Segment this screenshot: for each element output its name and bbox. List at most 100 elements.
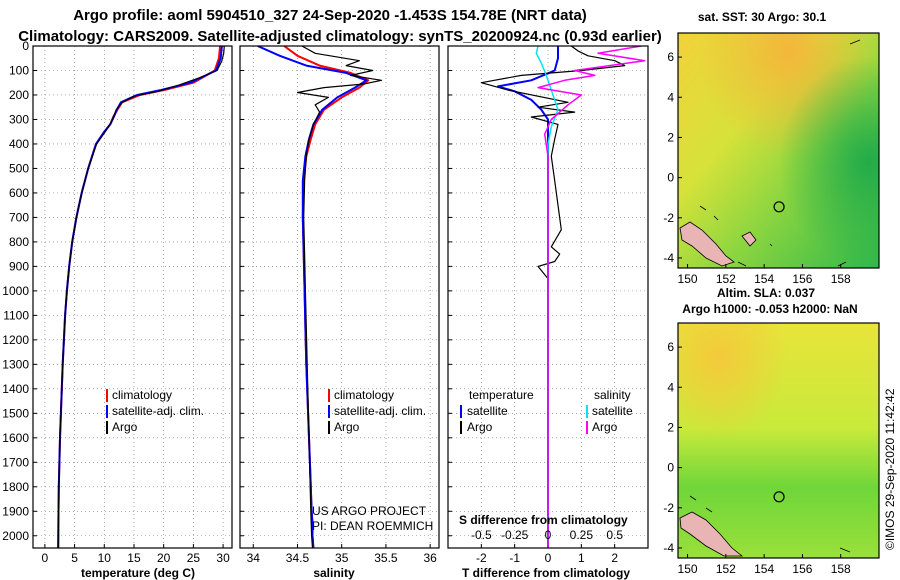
legend-label-argo: Argo [112,420,138,434]
pressure-tick-label: 900 [9,259,29,273]
pressure-tick-label: 400 [9,137,29,151]
sla-map-lat-ticks: 6 4 2 0 -2 -4 [663,340,682,555]
sst-island [741,231,757,247]
legend-header-temperature: temperature [469,388,534,402]
pressure-tick-label: 100 [9,63,29,77]
salinity-x-tick-label: 35.5 [374,551,398,565]
map-lon-tick-label: 156 [792,272,812,286]
salinity-legend: climatology satellite-adj. clim. Argo [328,388,426,434]
temperature-frame [32,45,233,549]
temperature-x-tick-label: 10 [98,551,112,565]
sst-map: sat. SST: 30 Argo: 30.1 150 152 154 156 158 … [663,10,880,286]
temperature-x-tick-label: 20 [157,551,171,565]
difference-x-tick-label: -2 [476,551,487,565]
map-lat-tick-label: 2 [667,130,674,144]
sst-map-title: sat. SST: 30 Argo: 30.1 [698,10,827,24]
argo-position-marker [773,201,785,213]
imos-timestamp: ©IMOS 29-Sep-2020 11:42:42 [883,388,897,550]
map-lon-tick-label: 154 [754,272,774,286]
temperature-x-tick-label: 25 [187,551,201,565]
difference-series-s-argo [537,46,646,548]
legend-label-t-argo: Argo [467,420,493,434]
s-difference-label: S difference from climatology [459,513,628,527]
temperature-x-tick-label: 5 [71,551,78,565]
legend-label-climatology: climatology [112,388,172,402]
figure-title-line2: Climatology: CARS2009. Satellite-adjuste… [18,28,662,45]
sla-map-title1: Altim. SLA: 0.037 [717,286,815,300]
legend-header-salinity: salinity [594,388,631,402]
pressure-tick-label: 800 [9,235,29,249]
difference-s-tick-label: -0.5 [471,528,492,542]
pressure-tick-label: 1800 [2,480,29,494]
salinity-x-tick-label: 34 [247,551,261,565]
temperature-xticks: 0 5 10 15 20 25 30 [42,551,231,565]
temperature-x-tick-label: 15 [127,551,141,565]
pressure-tick-label: 1900 [2,504,29,518]
difference-series [480,46,646,548]
map-lon-tick-label: 152 [716,562,736,576]
pressure-tick-label: 1100 [3,308,29,322]
temperature-series-climatology [57,46,222,548]
salinity-x-tick-label: 35 [335,551,349,565]
difference-x-tick-label: 1 [578,551,585,565]
salinity-difference-xticks: -0.5 -0.25 0 0.25 0.5 [471,528,623,542]
sla-map-title2: Argo h1000: -0.053 h2000: NaN [682,302,857,316]
map-lat-tick-label: 4 [667,380,674,394]
map-lat-tick-label: 6 [667,340,674,354]
figure-title-line1: Argo profile: aoml 5904510_327 24-Sep-20… [73,7,587,24]
difference-s-tick-label: 0.25 [570,528,594,542]
pressure-tick-label: 500 [9,161,29,175]
difference-frame [447,45,649,549]
sla-map: Altim. SLA: 0.037 Argo h1000: -0.053 h20… [663,286,880,576]
argo-position-marker [773,491,785,503]
difference-x-tick-label: -1 [509,551,520,565]
map-lon-tick-label: 156 [792,562,812,576]
difference-series-t-argo [480,46,626,548]
pressure-tick-label: 1500 [2,406,29,420]
pressure-tick-label: 1300 [2,357,29,371]
difference-s-tick-label: 0.5 [606,528,623,542]
salinity-panel: 34 34.5 35 35.5 36 salinity climatology sate… [239,45,440,580]
temperature-series-satellite [57,46,223,548]
sla-coast-fragments [689,495,851,553]
legend-label-climatology: climatology [334,388,394,402]
salinity-series-satellite [257,46,368,548]
temperature-xlabel: temperature (deg C) [81,566,195,580]
map-lat-tick-label: -4 [663,541,674,555]
sst-map-lon-ticks: 150 152 154 156 158 [678,264,851,286]
legend-label-satellite: satellite-adj. clim. [112,404,204,418]
pressure-tick-label: 1600 [2,431,29,445]
temperature-x-tick-label: 30 [216,551,230,565]
map-lat-tick-label: 0 [667,171,674,185]
sla-coastline-land [679,511,744,557]
sst-cool-patch [678,33,879,268]
pressure-tick-label: 300 [9,112,29,126]
sla-warm-patch [678,323,879,558]
salinity-xticks: 34 34.5 35 35.5 36 [247,551,438,565]
pressure-tick-label: 0 [22,39,29,53]
credit-pi: PI: DEAN ROEMMICH [312,519,433,533]
temperature-panel: 0 5 10 15 20 25 30 temperature (deg C) climato… [32,45,233,580]
salinity-x-tick-label: 34.5 [286,551,310,565]
sla-map-frame [677,322,880,559]
map-lon-tick-label: 152 [716,272,736,286]
difference-xticks: -2 -1 0 1 2 [476,551,618,565]
temperature-legend: climatology satellite-adj. clim. Argo [106,388,204,434]
sst-coastline-land [679,221,735,267]
legend-label-t-satellite: satellite [467,404,508,418]
map-lon-tick-label: 154 [754,562,774,576]
t-difference-xlabel: T difference from climatology [462,566,630,580]
salinity-series-climatology [283,46,370,548]
map-lat-tick-label: -4 [663,251,674,265]
map-lat-tick-label: -2 [663,501,674,515]
sst-map-frame [677,32,880,269]
pressure-tick-label: 700 [9,210,29,224]
pressure-tick-label: 200 [9,88,29,102]
credit-program: US ARGO PROJECT [312,504,427,518]
pressure-tick-label: 2000 [2,529,29,543]
difference-s-tick-label: -0.25 [501,528,529,542]
temperature-series-argo [57,46,225,548]
salinity-x-tick-label: 36 [423,551,437,565]
map-lon-tick-label: 150 [678,272,698,286]
